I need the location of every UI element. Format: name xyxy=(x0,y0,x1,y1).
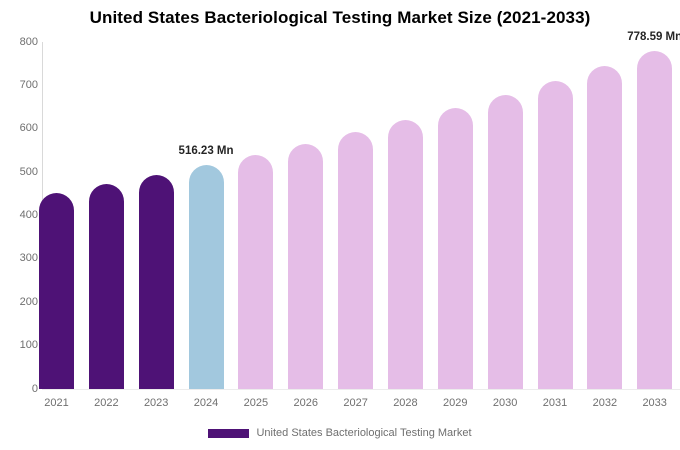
bar-2024[interactable] xyxy=(188,165,224,389)
bar-value-label-2033: 778.59 Mn xyxy=(627,31,680,44)
bar-value-label-2024: 516.23 Mn xyxy=(178,145,234,158)
x-axis-label-2025: 2025 xyxy=(243,397,269,409)
bar-2025[interactable] xyxy=(238,154,274,389)
y-tick-label: 600 xyxy=(19,122,38,135)
bar-2023[interactable] xyxy=(138,174,174,389)
y-tick-label: 300 xyxy=(19,252,38,265)
bar-2026[interactable] xyxy=(288,143,324,389)
legend[interactable]: United States Bacteriological Testing Ma… xyxy=(0,425,680,441)
y-tick-label: 800 xyxy=(19,35,38,48)
bar-2027[interactable] xyxy=(338,132,374,389)
x-axis-label-2026: 2026 xyxy=(293,397,318,409)
y-tick-label: 700 xyxy=(19,78,38,91)
x-axis-label-2021: 2021 xyxy=(44,397,69,409)
x-axis-label-2030: 2030 xyxy=(492,397,518,409)
bar-2022[interactable] xyxy=(88,184,124,389)
y-tick-label: 500 xyxy=(19,165,38,178)
x-axis-label-2033: 2033 xyxy=(642,397,667,409)
x-axis-label-2032: 2032 xyxy=(592,397,618,409)
bar-2033[interactable] xyxy=(637,51,673,389)
x-axis-label-2028: 2028 xyxy=(393,397,418,409)
y-tick-label: 0 xyxy=(31,382,38,395)
y-tick-label: 100 xyxy=(19,339,38,352)
x-axis-label-2024: 2024 xyxy=(193,397,219,409)
bar-2029[interactable] xyxy=(437,107,473,389)
y-tick-label: 400 xyxy=(19,209,38,221)
chart-title: United States Bacteriological Testing Ma… xyxy=(89,8,591,27)
x-axis-label-2027: 2027 xyxy=(343,397,368,409)
x-axis-label-2022: 2022 xyxy=(94,397,119,409)
bar-2030[interactable] xyxy=(487,94,523,389)
legend-label: United States Bacteriological Testing Ma… xyxy=(256,427,472,439)
bar-2031[interactable] xyxy=(537,80,573,389)
x-axis-label-2031: 2031 xyxy=(542,397,568,409)
bar-2028[interactable] xyxy=(387,120,423,389)
bar-2032[interactable] xyxy=(587,66,623,389)
y-tick-label: 200 xyxy=(19,295,38,308)
bar-2021[interactable] xyxy=(39,193,74,389)
x-axis-label-2023: 2023 xyxy=(143,397,169,409)
plot-area: 0 100 200 300 400 500 600 700 800 2021 2022 2023 516… xyxy=(19,31,680,409)
legend-swatch xyxy=(208,428,250,438)
x-axis-label-2029: 2029 xyxy=(443,397,468,409)
x-axis-line xyxy=(42,389,680,390)
